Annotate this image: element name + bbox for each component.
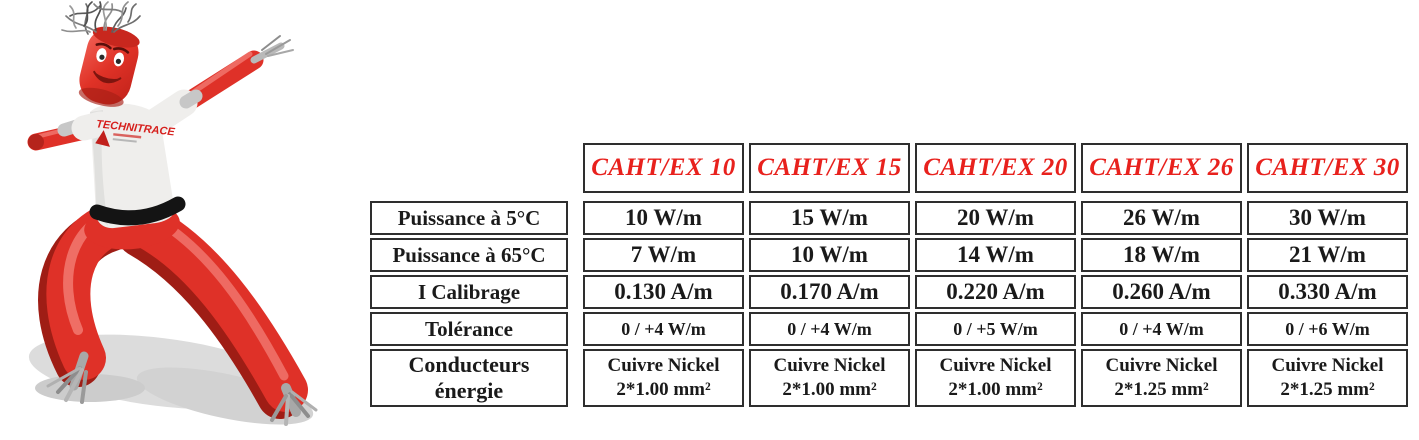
table-cell: Cuivre Nickel 2*1.00 mm² <box>583 349 744 407</box>
table-cell: 0 / +4 W/m <box>583 312 744 346</box>
table-cell: 7 W/m <box>583 238 744 272</box>
row-label: Puissance à 65°C <box>370 238 568 272</box>
table-cell: 0.130 A/m <box>583 275 744 309</box>
spec-table-header-row: CAHT/EX 10 CAHT/EX 15 CAHT/EX 20 CAHT/EX… <box>583 143 1410 193</box>
row-label: Puissance à 5°C <box>370 201 568 235</box>
table-cell: 21 W/m <box>1247 238 1408 272</box>
table-cell: 0.220 A/m <box>915 275 1076 309</box>
table-cell: 0 / +4 W/m <box>1081 312 1242 346</box>
table-cell: Cuivre Nickel 2*1.00 mm² <box>915 349 1076 407</box>
table-cell: 26 W/m <box>1081 201 1242 235</box>
mascot-face <box>93 42 130 84</box>
table-cell: 15 W/m <box>749 201 910 235</box>
table-cell: 30 W/m <box>1247 201 1408 235</box>
table-cell: 10 W/m <box>749 238 910 272</box>
technitrace-mascot: TECHNITRACE <box>0 0 340 435</box>
table-cell: Cuivre Nickel 2*1.25 mm² <box>1247 349 1408 407</box>
column-header-caht-ex-30: CAHT/EX 30 <box>1247 143 1408 193</box>
table-cell: Cuivre Nickel 2*1.25 mm² <box>1081 349 1242 407</box>
mascot-hair <box>61 1 141 35</box>
table-cell: Cuivre Nickel 2*1.00 mm² <box>749 349 910 407</box>
mascot-feet-wires <box>46 351 318 426</box>
table-cell: 10 W/m <box>583 201 744 235</box>
table-cell: 0 / +4 W/m <box>749 312 910 346</box>
mascot-head <box>78 26 140 107</box>
column-header-caht-ex-15: CAHT/EX 15 <box>749 143 910 193</box>
row-conducteurs-energie: Conducteurs énergie Cuivre Nickel 2*1.00… <box>370 349 1410 407</box>
table-cell: 18 W/m <box>1081 238 1242 272</box>
mascot-graphic: TECHNITRACE <box>27 1 318 426</box>
row-puissance-65c: Puissance à 65°C 7 W/m 10 W/m 14 W/m 18 … <box>370 238 1410 272</box>
row-tolerance: Tolérance 0 / +4 W/m 0 / +4 W/m 0 / +5 W… <box>370 312 1410 346</box>
row-label: Conducteurs énergie <box>370 349 568 407</box>
row-label: I Calibrage <box>370 275 568 309</box>
column-header-caht-ex-10: CAHT/EX 10 <box>583 143 744 193</box>
table-cell: 14 W/m <box>915 238 1076 272</box>
mascot-torso <box>71 89 203 229</box>
table-cell: 0 / +5 W/m <box>915 312 1076 346</box>
table-cell: 20 W/m <box>915 201 1076 235</box>
row-i-calibrage: I Calibrage 0.130 A/m 0.170 A/m 0.220 A/… <box>370 275 1410 309</box>
row-puissance-5c: Puissance à 5°C 10 W/m 15 W/m 20 W/m 26 … <box>370 201 1410 235</box>
table-cell: 0.170 A/m <box>749 275 910 309</box>
table-cell: 0.260 A/m <box>1081 275 1242 309</box>
mascot-belt <box>89 196 186 226</box>
column-header-caht-ex-20: CAHT/EX 20 <box>915 143 1076 193</box>
column-header-caht-ex-26: CAHT/EX 26 <box>1081 143 1242 193</box>
table-cell: 0 / +6 W/m <box>1247 312 1408 346</box>
table-cell: 0.330 A/m <box>1247 275 1408 309</box>
spec-table: CAHT/EX 10 CAHT/EX 15 CAHT/EX 20 CAHT/EX… <box>370 143 1410 410</box>
row-label: Tolérance <box>370 312 568 346</box>
